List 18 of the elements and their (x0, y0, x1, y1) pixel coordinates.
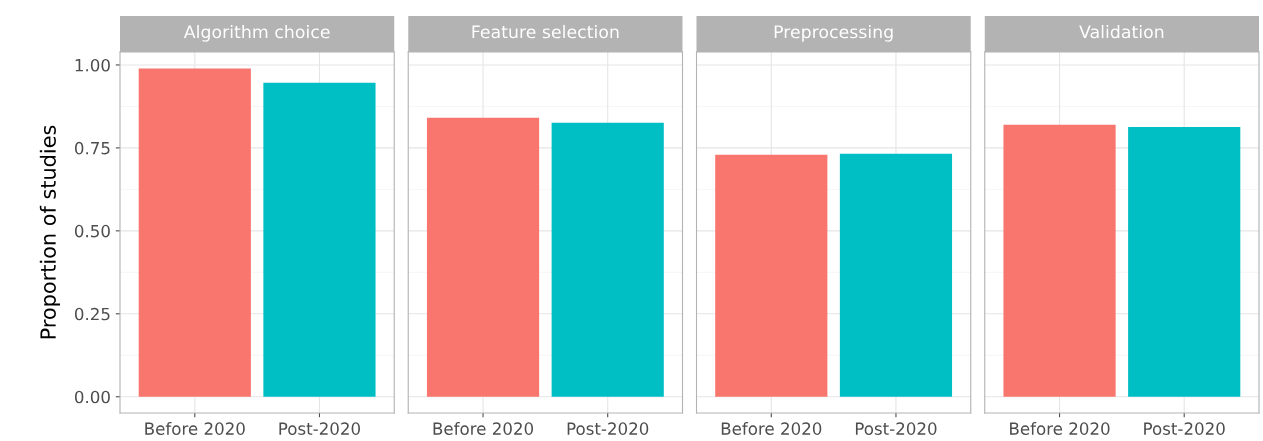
chart-title: Feature selection (472, 24, 619, 39)
y-tick-label: 0.00 (74, 390, 110, 404)
x-tick-label: Post-2020 (279, 422, 360, 435)
chart-title: Validation (1079, 24, 1164, 39)
y-tick-label: 0.75 (74, 141, 110, 155)
y-axis-title: Proportion of studies (39, 125, 60, 339)
y-tick-label: 0.25 (74, 307, 110, 321)
x-tick-label: Post-2020 (855, 422, 937, 435)
x-tick-label: Post-2020 (1144, 422, 1225, 435)
x-tick-label: Before 2020 (145, 422, 245, 435)
y-tick-label: 0.50 (74, 224, 110, 238)
x-tick-label: Before 2020 (433, 422, 534, 435)
x-tick-label: Post-2020 (567, 422, 649, 435)
x-tick-label: Before 2020 (721, 422, 822, 435)
y-tick-label: 1.00 (75, 58, 110, 72)
chart-title: Preprocessing (774, 24, 893, 42)
chart-title: Algorithm choice (183, 24, 330, 42)
x-tick-label: Before 2020 (1010, 422, 1110, 435)
